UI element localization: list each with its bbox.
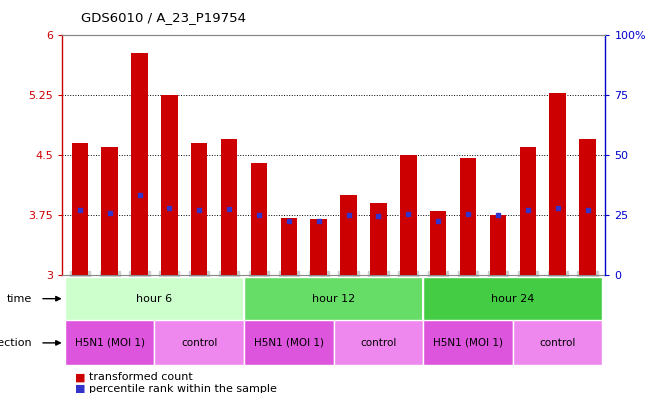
Text: H5N1 (MOI 1): H5N1 (MOI 1) (75, 338, 145, 348)
Text: ■: ■ (75, 372, 85, 382)
Bar (423, 320, 513, 365)
Text: H5N1 (MOI 1): H5N1 (MOI 1) (433, 338, 503, 348)
Bar (161, 95, 178, 275)
Text: control: control (540, 338, 576, 348)
Text: hour 12: hour 12 (312, 294, 355, 304)
Bar (72, 143, 88, 275)
Bar (519, 147, 536, 275)
Bar (191, 143, 208, 275)
Text: hour 24: hour 24 (491, 294, 534, 304)
Text: GDS6010 / A_23_P19754: GDS6010 / A_23_P19754 (81, 11, 246, 24)
Bar (423, 277, 602, 320)
Text: control: control (360, 338, 396, 348)
Text: time: time (7, 294, 32, 304)
Text: transformed count: transformed count (89, 372, 193, 382)
Bar (549, 93, 566, 275)
Text: control: control (181, 338, 217, 348)
Bar (370, 203, 387, 275)
Bar (513, 320, 602, 365)
Bar (251, 163, 267, 275)
Bar (430, 211, 447, 275)
Bar (65, 277, 244, 320)
Bar (244, 320, 333, 365)
Text: percentile rank within the sample: percentile rank within the sample (89, 384, 277, 393)
Bar (579, 139, 596, 275)
Text: ■: ■ (75, 384, 85, 393)
Bar (311, 219, 327, 275)
Bar (333, 320, 423, 365)
Bar (340, 195, 357, 275)
Bar (281, 218, 297, 275)
Bar (490, 215, 506, 275)
Bar (221, 139, 238, 275)
Text: infection: infection (0, 338, 32, 348)
Text: H5N1 (MOI 1): H5N1 (MOI 1) (254, 338, 324, 348)
Bar (460, 158, 477, 275)
Text: hour 6: hour 6 (136, 294, 173, 304)
Bar (244, 277, 423, 320)
Bar (400, 155, 417, 275)
Bar (65, 320, 154, 365)
Bar (102, 147, 118, 275)
Bar (132, 53, 148, 275)
Bar (154, 320, 244, 365)
